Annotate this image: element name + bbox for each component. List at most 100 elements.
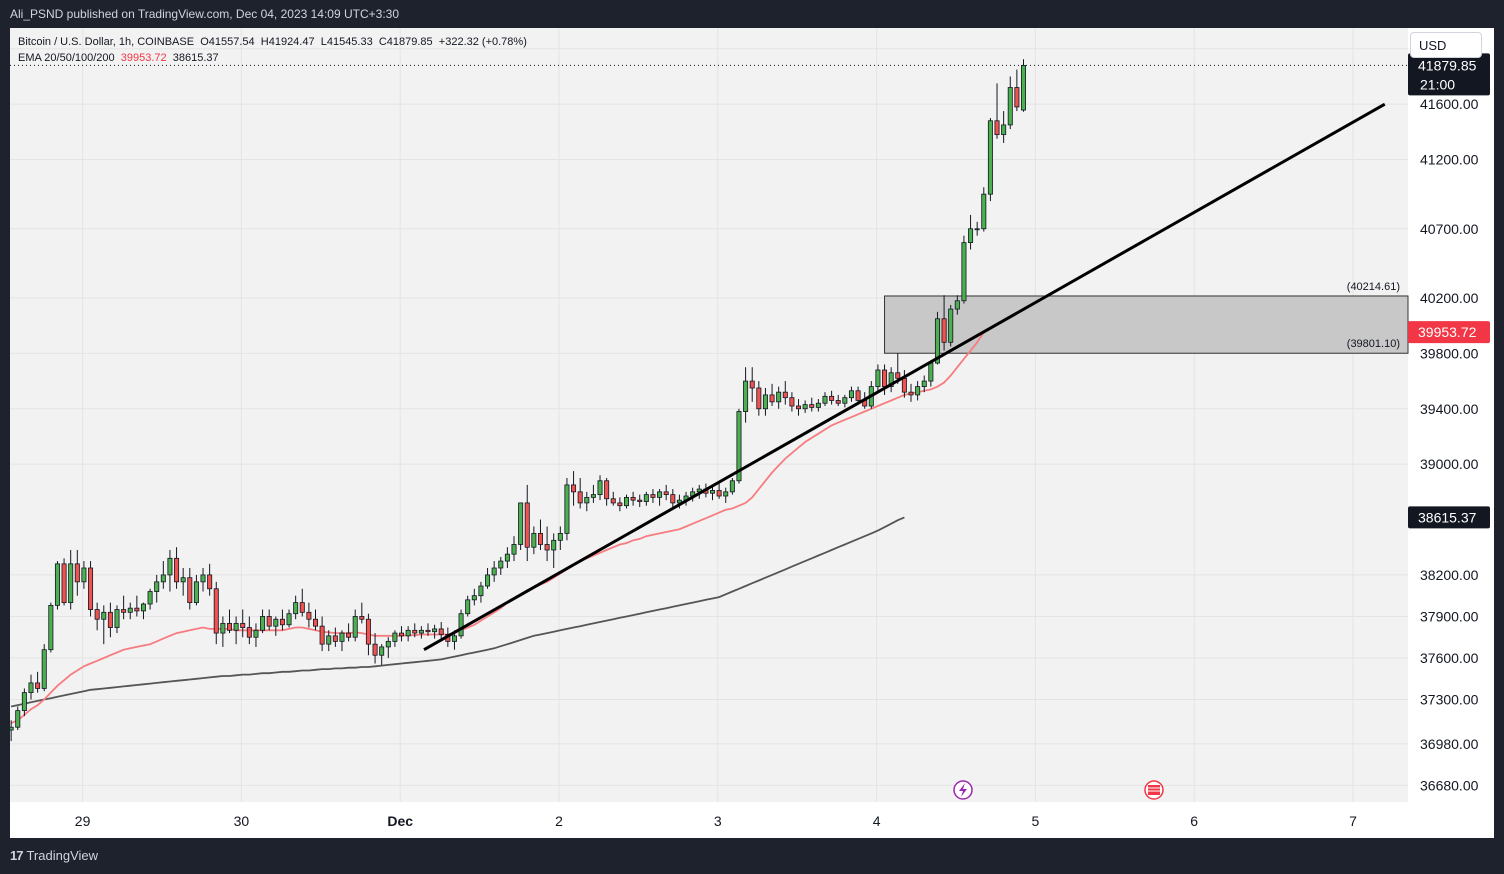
candle-body <box>934 318 940 364</box>
legend-symbol: Bitcoin / U.S. Dollar, 1h, COINBASE <box>18 36 195 48</box>
us-flag-icon <box>1148 785 1160 795</box>
candle-body <box>491 567 497 576</box>
candle-body <box>822 395 828 404</box>
candle-body <box>101 611 107 620</box>
candle-body <box>557 532 563 541</box>
plot-area[interactable] <box>10 28 1408 802</box>
candle-body <box>220 622 226 634</box>
candle-body <box>504 553 510 562</box>
candle-body <box>372 643 378 656</box>
chart-panel[interactable]: 2930Dec23456742000.0041600.0041200.00407… <box>10 28 1494 838</box>
lightning-bolt-icon <box>959 783 967 797</box>
x-tick-label: 2 <box>555 813 563 829</box>
candle-body <box>729 480 735 493</box>
candle-body <box>319 625 325 645</box>
candle-body <box>974 228 980 231</box>
candle-body <box>743 380 749 412</box>
candle-body <box>835 400 841 404</box>
ema-fast-price-value: 39953.72 <box>1418 324 1477 340</box>
chart-legend: Bitcoin / U.S. Dollar, 1h, COINBASE O415… <box>18 34 527 66</box>
candle-body <box>134 607 140 612</box>
candle-body <box>1001 124 1007 136</box>
candle-body <box>365 618 371 645</box>
candle-body <box>756 387 762 410</box>
candle-body <box>796 405 802 410</box>
candle-body <box>544 544 550 551</box>
candle-body <box>597 480 603 496</box>
trend-line[interactable] <box>423 102 1386 651</box>
y-tick-label: 39800.00 <box>1420 345 1479 361</box>
candle-body <box>676 499 682 504</box>
candle-body <box>485 574 491 587</box>
x-tick-label: 4 <box>873 813 881 829</box>
candle-body <box>379 646 385 656</box>
candle-body <box>385 640 391 648</box>
candle-body <box>326 635 332 645</box>
candle-body <box>293 602 299 615</box>
candle-body <box>657 491 663 498</box>
candle-body <box>35 682 41 689</box>
candle-body <box>432 628 438 633</box>
y-tick-label: 36980.00 <box>1420 736 1479 752</box>
candle-body <box>187 577 193 604</box>
y-tick-label: 40200.00 <box>1420 290 1479 306</box>
candle-body <box>127 607 133 613</box>
candle-body <box>233 622 239 631</box>
legend-ohlc-row: Bitcoin / U.S. Dollar, 1h, COINBASE O415… <box>18 34 527 50</box>
candle-body <box>915 386 921 396</box>
candle-body <box>637 499 643 502</box>
time-axis[interactable] <box>10 802 1494 838</box>
candle-body <box>207 574 213 590</box>
candle-body <box>829 395 835 401</box>
candle-body <box>577 491 583 504</box>
legend-ema-label: EMA 20/50/100/200 <box>18 52 115 64</box>
y-tick-label: 39000.00 <box>1420 456 1479 472</box>
candle-body <box>74 563 80 583</box>
candle-body <box>928 362 934 382</box>
currency-button[interactable]: USD <box>1410 32 1482 58</box>
candle-body <box>762 394 768 410</box>
candle-body <box>1014 87 1020 108</box>
supply-zone-box[interactable] <box>884 295 1409 354</box>
candle-body <box>716 490 722 497</box>
candle-body <box>987 120 993 195</box>
candle-body <box>968 228 974 244</box>
candle-body <box>339 632 345 642</box>
candle-body <box>10 726 14 731</box>
candle-body <box>954 300 960 310</box>
candle-body <box>48 604 54 651</box>
candle-body <box>167 557 173 576</box>
candle-body <box>253 629 259 638</box>
candle-body <box>193 581 199 604</box>
legend-ema-row: EMA 20/50/100/200 39953.72 38615.37 <box>18 50 527 66</box>
candle-body <box>114 609 120 628</box>
candle-body <box>286 613 292 626</box>
candle-body <box>809 404 815 408</box>
tradingview-logo-icon: 17 <box>10 848 24 863</box>
legend-ema-value-fast: 39953.72 <box>120 52 167 64</box>
candle-body <box>140 603 146 612</box>
candle-body <box>61 563 67 604</box>
y-tick-label: 41200.00 <box>1420 152 1479 168</box>
candle-body <box>121 609 127 613</box>
candle-body <box>994 120 1000 136</box>
last-price-label-bg <box>1408 53 1490 96</box>
candle-body <box>88 567 94 610</box>
zone-top-label: (40214.61) <box>1347 281 1400 293</box>
candle-body <box>174 557 180 583</box>
x-tick-label: 3 <box>714 813 722 829</box>
candle-body <box>842 397 848 404</box>
footer-brand: TradingView <box>26 848 99 863</box>
x-tick-label: 5 <box>1032 813 1040 829</box>
price-chart[interactable]: 2930Dec23456742000.0041600.0041200.00407… <box>10 28 1494 838</box>
candle-body <box>160 574 166 583</box>
price-axis[interactable] <box>1408 28 1494 838</box>
candle-body <box>213 588 219 634</box>
candle-body <box>782 391 788 399</box>
tradingview-logo[interactable]: 17 TradingView <box>10 838 98 874</box>
candle-body <box>815 402 821 408</box>
candle-body <box>306 611 312 620</box>
candle-body <box>769 394 775 403</box>
x-tick-label: 7 <box>1349 813 1357 829</box>
candle-body <box>68 563 74 604</box>
